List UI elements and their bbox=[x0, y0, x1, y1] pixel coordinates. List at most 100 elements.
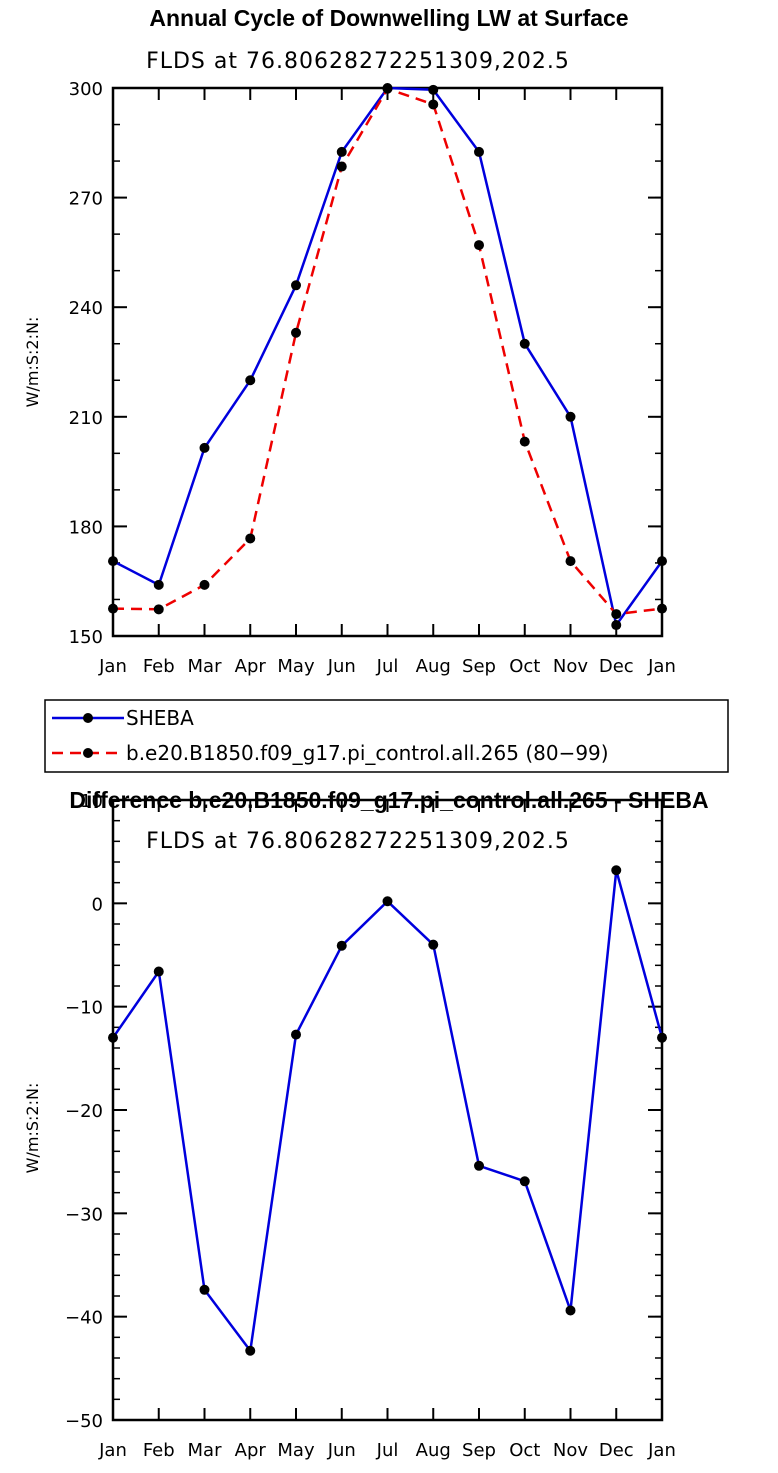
chart2-subtitle: FLDS at 76.80628272251309,202.5 bbox=[146, 829, 570, 854]
chart1-series-0-point bbox=[565, 411, 576, 422]
chart2-x-tick-label: Jan bbox=[98, 1440, 127, 1461]
chart1-series bbox=[108, 83, 667, 631]
chart1-y-tick-label: 180 bbox=[69, 517, 103, 538]
chart1-series-0-point bbox=[336, 146, 347, 157]
chart2-x-tick-label: Oct bbox=[509, 1440, 540, 1461]
chart2-series-0-point bbox=[291, 1029, 301, 1040]
chart1-x-tick-label: Sep bbox=[462, 656, 496, 677]
chart2-series-0-point bbox=[382, 896, 393, 907]
chart1-subtitle: FLDS at 76.80628272251309,202.5 bbox=[146, 49, 570, 74]
chart1-x-tick-label: Mar bbox=[188, 656, 223, 677]
chart1-title: Annual Cycle of Downwelling LW at Surfac… bbox=[149, 5, 628, 31]
chart1-series-0-point bbox=[108, 556, 118, 567]
legend-label-model: b.e20.B1850.f09_g17.pi_control.all.265 (… bbox=[126, 741, 609, 765]
chart2-y-tick-label: −40 bbox=[65, 1308, 103, 1329]
chart1-x-tick-label: Feb bbox=[143, 656, 175, 677]
chart1-series-0-point bbox=[291, 280, 301, 291]
chart1-series-0-point bbox=[519, 338, 530, 349]
chart2-y-axis-label: W/m:S:2:N: bbox=[23, 1083, 42, 1174]
chart2-x-tick-label: Jul bbox=[376, 1440, 399, 1461]
chart2-x-tick-label: May bbox=[277, 1440, 315, 1461]
chart-difference: Difference b.e20.B1850.f09_g17.pi_contro… bbox=[23, 787, 709, 1461]
chart2-series-0-point bbox=[245, 1345, 256, 1356]
chart2-x-tick-label: Dec bbox=[599, 1440, 634, 1461]
chart1-series-1-point bbox=[565, 556, 576, 567]
chart2-series-0-point bbox=[153, 966, 164, 977]
chart2-y-tick-label: 0 bbox=[92, 894, 103, 915]
chart1-series-0-point bbox=[657, 556, 667, 567]
chart2-series-0-point bbox=[428, 939, 439, 950]
chart2-y-tick-label: −20 bbox=[65, 1101, 103, 1122]
chart1-ticks: Jan Feb Mar Apr May Jun Jul Aug Sep Oct Nov Dec Jan 1… bbox=[69, 79, 676, 677]
chart1-y-tick-label: 210 bbox=[69, 408, 103, 429]
chart2-ticks: Jan Feb Mar Apr May Jun Jul Aug Sep Oct Nov Dec Jan −… bbox=[65, 791, 676, 1461]
legend-marker-sheba bbox=[83, 713, 93, 723]
chart1-series-1-point bbox=[108, 603, 118, 614]
chart2-series-0-point bbox=[611, 865, 622, 876]
chart1-x-tick-label: Dec bbox=[599, 656, 634, 677]
chart2-x-tick-label: Feb bbox=[143, 1440, 175, 1461]
chart2-series-0-point bbox=[199, 1284, 210, 1295]
chart1-series-1-point bbox=[382, 83, 393, 94]
chart2-y-tick-label: −50 bbox=[65, 1411, 103, 1432]
chart2-x-tick-label: Aug bbox=[416, 1440, 451, 1461]
legend-box bbox=[44, 699, 729, 773]
chart1-x-tick-label: Jun bbox=[327, 656, 356, 677]
chart2-y-tick-label: 10 bbox=[80, 791, 103, 812]
chart2-x-tick-label: Jan bbox=[647, 1440, 676, 1461]
chart2-series-line-0 bbox=[111, 869, 664, 1353]
chart1-series-1-point bbox=[291, 327, 301, 338]
chart1-series-1-point bbox=[336, 161, 347, 172]
chart1-x-tick-label: Aug bbox=[416, 656, 451, 677]
chart1-legend: SHEBA b.e20.B1850.f09_g17.pi_control.all… bbox=[44, 699, 729, 773]
legend-marker-model bbox=[83, 748, 93, 758]
chart2-series-0-point bbox=[108, 1032, 118, 1043]
chart1-series-1-point bbox=[153, 604, 164, 615]
chart2-series-0-point bbox=[474, 1160, 484, 1171]
chart1-x-tick-label: May bbox=[277, 656, 315, 677]
chart1-series-0-point bbox=[245, 375, 256, 386]
chart1-series-1-point bbox=[199, 579, 210, 590]
chart1-series-0-point bbox=[611, 620, 622, 631]
chart2-x-tick-label: Mar bbox=[188, 1440, 223, 1461]
chart1-series-1-point bbox=[611, 609, 622, 620]
chart2-x-tick-label: Apr bbox=[235, 1440, 267, 1461]
chart1-y-tick-label: 240 bbox=[69, 298, 103, 319]
chart2-x-tick-label: Nov bbox=[553, 1440, 588, 1461]
chart2-plot-frame bbox=[111, 798, 664, 1422]
chart1-series-line-1 bbox=[112, 87, 663, 616]
chart1-series-1-point bbox=[428, 99, 439, 110]
chart1-y-tick-label: 150 bbox=[69, 627, 103, 648]
chart2-series-0-point bbox=[519, 1176, 530, 1187]
chart2-y-tick-label: −10 bbox=[65, 998, 103, 1019]
chart1-series-0-point bbox=[153, 579, 164, 590]
chart1-plot-frame bbox=[111, 86, 664, 638]
chart2-y-tick-label: −30 bbox=[65, 1204, 103, 1225]
chart1-series-0-point bbox=[474, 146, 484, 157]
chart1-series-1-point bbox=[519, 436, 530, 447]
chart2-series bbox=[108, 865, 667, 1356]
chart2-series-0-point bbox=[336, 940, 347, 951]
chart2-x-tick-label: Jun bbox=[327, 1440, 356, 1461]
chart1-x-tick-label: Jan bbox=[647, 656, 676, 677]
chart1-series-1-point bbox=[657, 603, 667, 614]
chart1-y-tick-label: 300 bbox=[69, 79, 103, 100]
chart1-series-1-point bbox=[474, 240, 484, 251]
chart1-y-axis-label: W/m:S:2:N: bbox=[23, 317, 42, 408]
chart-annual-cycle: Annual Cycle of Downwelling LW at Surfac… bbox=[23, 5, 676, 677]
chart1-series-0-point bbox=[428, 84, 439, 95]
chart1-series-1-point bbox=[245, 533, 256, 544]
chart2-series-0-point bbox=[565, 1305, 576, 1316]
chart1-x-tick-label: Apr bbox=[235, 656, 267, 677]
chart1-series-line-0 bbox=[112, 86, 664, 627]
chart1-x-tick-label: Jul bbox=[376, 656, 399, 677]
chart1-x-tick-label: Oct bbox=[509, 656, 540, 677]
chart1-x-tick-label: Nov bbox=[553, 656, 588, 677]
chart2-series-0-point bbox=[657, 1032, 667, 1043]
legend-label-sheba: SHEBA bbox=[126, 706, 194, 730]
chart1-y-tick-label: 270 bbox=[69, 189, 103, 210]
chart1-series-0-point bbox=[199, 442, 210, 453]
chart1-x-tick-label: Jan bbox=[98, 656, 127, 677]
chart2-x-tick-label: Sep bbox=[462, 1440, 496, 1461]
